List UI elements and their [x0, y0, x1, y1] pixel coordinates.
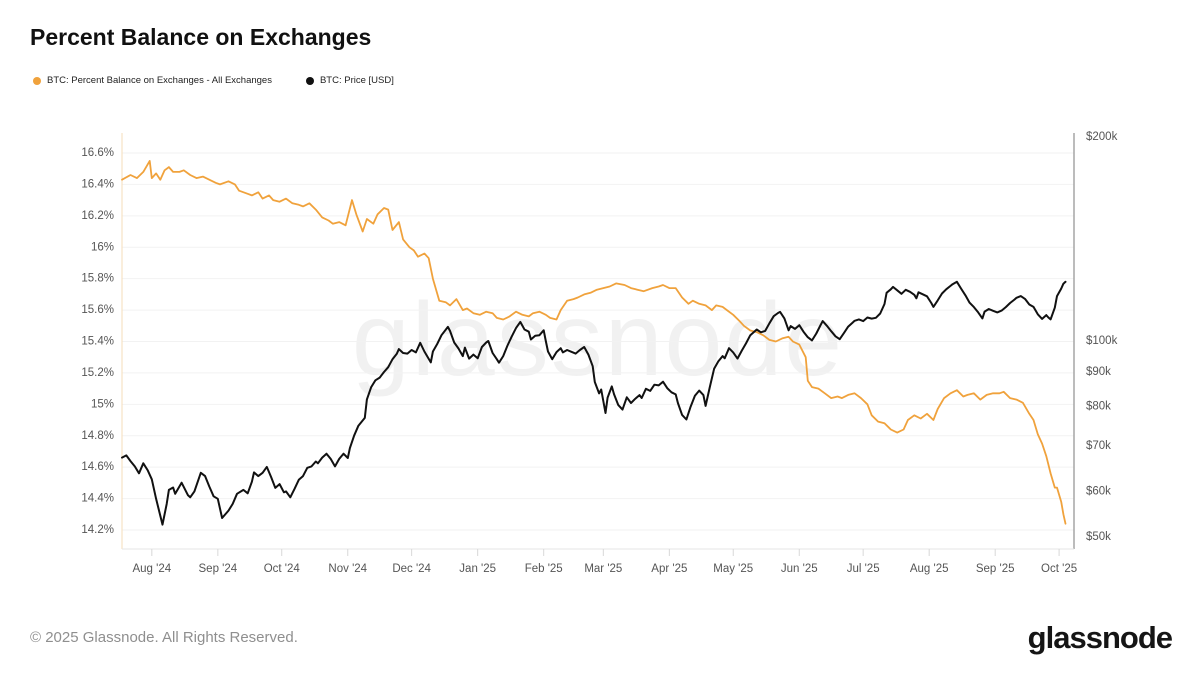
- x-axis-tick-label: Jan '25: [459, 563, 496, 575]
- x-axis-tick-label: Apr '25: [651, 563, 687, 575]
- x-axis-tick-label: Oct '24: [264, 563, 301, 575]
- btc-balance-line: [121, 159, 1067, 525]
- y-axis-right-tick-label: $60k: [1086, 485, 1111, 497]
- y-axis-left-tick-label: 16.2%: [81, 210, 114, 222]
- y-axis-right-tick-label: $50k: [1086, 531, 1111, 543]
- x-axis-tick-label: Dec '24: [392, 563, 431, 575]
- x-axis-tick-label: May '25: [713, 563, 753, 575]
- legend-item-label: BTC: Percent Balance on Exchanges - All …: [47, 75, 272, 86]
- x-axis-tick-label: Sep '24: [199, 563, 238, 575]
- x-axis-tick-label: Jul '25: [847, 563, 880, 575]
- chart-legend: BTC: Percent Balance on Exchanges - All …: [33, 75, 394, 86]
- y-axis-left-tick-label: 15.2%: [81, 367, 114, 379]
- x-axis-tick-label: Feb '25: [525, 563, 563, 575]
- y-axis-left-tick-label: 15.6%: [81, 304, 114, 316]
- y-axis-right-tick-label: $70k: [1086, 440, 1111, 452]
- y-axis-right-tick-label: $200k: [1086, 131, 1118, 143]
- legend-item-price[interactable]: BTC: Price [USD]: [305, 75, 394, 86]
- watermark-text: glassnode: [352, 282, 844, 398]
- y-axis-left-tick-label: 16%: [91, 241, 114, 253]
- balance-series-dot: [33, 76, 41, 85]
- y-axis-left-tick-label: 15.4%: [81, 336, 114, 348]
- x-axis-tick-label: Aug '25: [910, 563, 949, 575]
- x-axis-tick-label: Nov '24: [328, 563, 367, 575]
- copyright-text: © 2025 Glassnode. All Rights Reserved.: [30, 629, 298, 646]
- page-title: Percent Balance on Exchanges: [30, 24, 372, 50]
- price-series-dot: [305, 76, 314, 85]
- y-axis-left-tick-label: 15%: [91, 398, 114, 410]
- x-axis-tick-label: Jun '25: [781, 563, 818, 575]
- x-axis-tick-label: Sep '25: [976, 563, 1015, 575]
- legend-item-balance[interactable]: BTC: Percent Balance on Exchanges - All …: [33, 75, 272, 86]
- y-axis-left-tick-label: 15.8%: [81, 273, 114, 285]
- y-axis-left-tick-label: 14.8%: [81, 430, 114, 442]
- y-axis-left-tick-label: 16.4%: [81, 178, 114, 190]
- y-axis-left-tick-label: 14.6%: [81, 461, 114, 473]
- y-axis-right-tick-label: $100k: [1086, 335, 1118, 347]
- btc-price-line: [121, 280, 1067, 526]
- y-axis-left-tick-label: 14.2%: [81, 524, 114, 536]
- y-axis-left-tick-label: 16.6%: [81, 147, 114, 159]
- y-axis-left-tick-label: 14.4%: [81, 493, 114, 505]
- x-axis-tick-label: Oct '25: [1041, 563, 1077, 575]
- y-axis-right-tick-label: $90k: [1086, 366, 1111, 378]
- y-axis-right-tick-label: $80k: [1086, 401, 1111, 413]
- x-axis-tick-label: Aug '24: [132, 563, 171, 575]
- x-axis-tick-label: Mar '25: [584, 563, 622, 575]
- glassnode-logo: glassnode: [1027, 620, 1173, 655]
- legend-item-label: BTC: Price [USD]: [319, 75, 394, 86]
